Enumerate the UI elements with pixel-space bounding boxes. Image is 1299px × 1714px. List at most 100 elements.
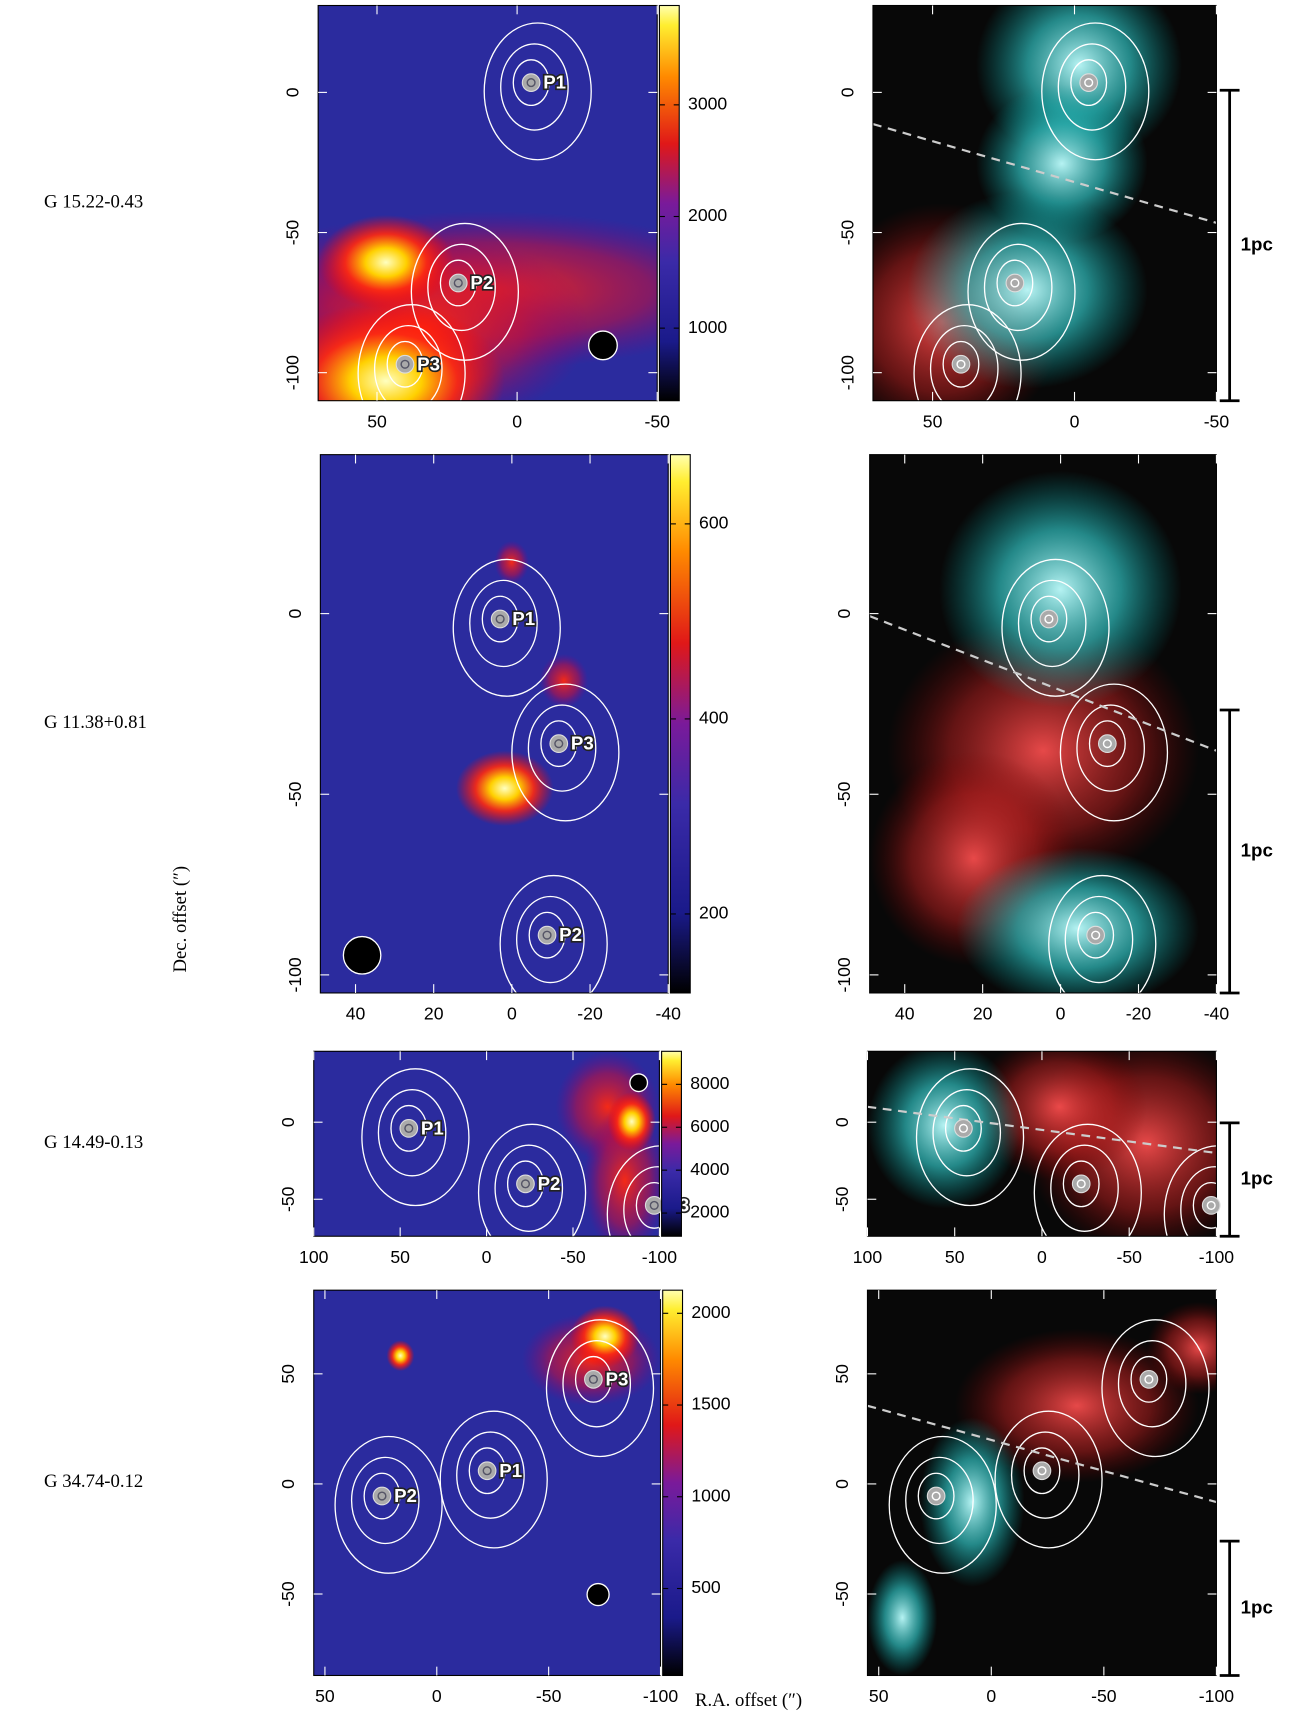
contour xyxy=(1062,1160,1100,1208)
contour xyxy=(511,683,620,822)
y-tick-label: 0 xyxy=(832,1117,852,1127)
contour xyxy=(1030,595,1068,643)
x-axis-label: R.A. offset (″) xyxy=(695,1690,802,1711)
x-tick-label: 50 xyxy=(923,411,943,431)
intensity-map xyxy=(313,1051,660,1237)
contour xyxy=(635,1181,660,1229)
contour xyxy=(1017,579,1087,668)
x-tick-label: 50 xyxy=(367,411,387,431)
x-tick-label: 0 xyxy=(1037,1247,1047,1267)
peak-marker xyxy=(372,1486,392,1506)
contour xyxy=(1070,59,1108,107)
colorbar-label: 1000 xyxy=(688,317,727,337)
colorbar-label: 1000 xyxy=(691,1485,730,1505)
peak-core xyxy=(554,739,564,749)
colorbar-label: 2000 xyxy=(688,205,727,225)
contour xyxy=(452,558,561,697)
peak-core xyxy=(495,614,505,624)
scale-bar-label: 1pc xyxy=(1241,233,1273,254)
peak-core xyxy=(588,1374,598,1384)
x-tick-label: -100 xyxy=(643,1686,678,1706)
peak-marker xyxy=(516,1174,535,1194)
contour xyxy=(1057,43,1127,131)
panel-frame xyxy=(317,4,658,402)
x-tick-label: -40 xyxy=(1204,1004,1230,1024)
scale-bar-label: 1pc xyxy=(1241,1167,1273,1188)
contour xyxy=(932,1089,1002,1177)
peak-core xyxy=(931,1491,941,1501)
contour xyxy=(528,911,566,959)
x-tick-label: 0 xyxy=(482,1247,492,1267)
contour xyxy=(500,43,569,131)
x-tick-label: -50 xyxy=(1091,1686,1117,1706)
intensity-map xyxy=(313,1290,661,1676)
peak-marker xyxy=(1032,1461,1052,1481)
y-tick-label: 0 xyxy=(832,1479,852,1489)
x-tick-label: -50 xyxy=(536,1686,562,1706)
colorbar-label: 4000 xyxy=(690,1159,729,1179)
peak-core xyxy=(1044,614,1054,624)
y-tick-label: 50 xyxy=(832,1364,852,1384)
contour xyxy=(469,579,538,668)
colorbar xyxy=(669,454,691,994)
contour xyxy=(494,1144,564,1232)
x-tick-label: -40 xyxy=(655,1004,681,1024)
contour xyxy=(888,1435,997,1574)
contour xyxy=(942,340,980,388)
peak-marker xyxy=(1086,925,1106,945)
peak-core xyxy=(1037,1466,1047,1476)
emission xyxy=(386,1340,415,1372)
colorbar-label: 2000 xyxy=(691,1302,730,1322)
peak-marker xyxy=(448,273,468,293)
peak-core xyxy=(377,1491,387,1501)
emission xyxy=(867,1559,938,1676)
contour xyxy=(1059,683,1169,822)
peak-label: P3 xyxy=(606,1368,629,1389)
peak-marker xyxy=(1201,1196,1221,1215)
y-tick-label: -50 xyxy=(832,1186,852,1212)
contour xyxy=(499,874,608,993)
contour xyxy=(361,1068,470,1207)
panel-frame xyxy=(319,454,669,994)
peak-core xyxy=(1102,739,1112,749)
contour xyxy=(915,1068,1025,1207)
peak-marker xyxy=(1039,609,1059,629)
x-tick-label: 50 xyxy=(315,1686,335,1706)
beam xyxy=(586,1582,610,1607)
contour xyxy=(1117,1340,1187,1428)
beam xyxy=(629,1073,649,1093)
colorbar-label: 6000 xyxy=(690,1116,729,1136)
contour xyxy=(1076,704,1145,792)
contour xyxy=(477,1123,587,1237)
emission xyxy=(867,1051,1021,1209)
x-tick-label: 50 xyxy=(390,1247,410,1267)
x-tick-label: 0 xyxy=(432,1686,442,1706)
peak-label: P2 xyxy=(394,1485,417,1506)
peak-core xyxy=(1076,1179,1086,1189)
contour xyxy=(967,222,1076,361)
x-tick-label: -100 xyxy=(1199,1686,1234,1706)
emission xyxy=(954,1328,1199,1483)
contour xyxy=(983,243,1053,332)
contour xyxy=(363,1472,401,1520)
colorbar-label: 600 xyxy=(699,513,729,533)
colorbar-label: 500 xyxy=(691,1577,721,1597)
peak-marker xyxy=(1005,273,1025,293)
filament-axis xyxy=(872,123,1217,224)
contour xyxy=(350,1456,420,1545)
x-tick-label: -20 xyxy=(1126,1004,1152,1024)
contour xyxy=(481,595,519,643)
x-tick-label: -20 xyxy=(577,1004,603,1024)
peak-core xyxy=(1010,278,1020,288)
peak-core xyxy=(1091,930,1101,940)
y-tick-label: -50 xyxy=(278,1581,298,1607)
y-tick-label: -100 xyxy=(837,355,857,390)
contour xyxy=(1041,22,1150,161)
contour xyxy=(1180,1166,1217,1237)
x-tick-label: -50 xyxy=(1116,1247,1142,1267)
y-tick-label: 50 xyxy=(278,1364,298,1384)
x-tick-label: 50 xyxy=(945,1247,965,1267)
peak-marker xyxy=(951,354,971,374)
x-tick-label: -50 xyxy=(560,1247,586,1267)
contour xyxy=(913,304,1022,401)
